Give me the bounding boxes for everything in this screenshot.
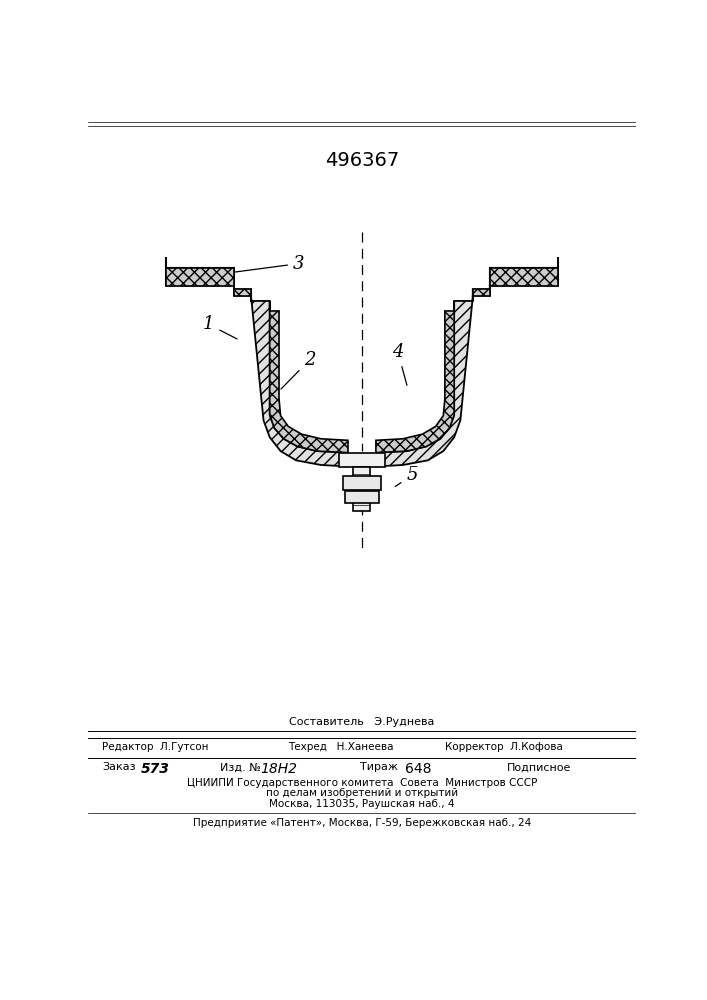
Text: 573: 573 (141, 762, 170, 776)
Polygon shape (345, 491, 379, 503)
Polygon shape (339, 453, 385, 466)
Text: Изд. №: Изд. № (220, 762, 261, 772)
Text: Предприятие «Патент», Москва, Г-59, Бережковская наб., 24: Предприятие «Патент», Москва, Г-59, Бере… (193, 818, 531, 828)
Text: 5: 5 (395, 466, 418, 487)
Polygon shape (270, 301, 348, 453)
Text: 496367: 496367 (325, 151, 399, 170)
Text: Тираж: Тираж (360, 762, 397, 772)
Text: 3: 3 (235, 255, 305, 273)
Text: 18Н2: 18Н2 (260, 762, 298, 776)
Text: по делам изобретений и открытий: по делам изобретений и открытий (266, 788, 458, 798)
Bar (354, 466, 370, 511)
Text: Подписное: Подписное (507, 762, 571, 772)
Text: Заказ: Заказ (103, 762, 136, 772)
Text: Техред   Н.Ханеева: Техред Н.Ханеева (288, 742, 394, 752)
Text: 2: 2 (281, 351, 315, 389)
Polygon shape (166, 257, 234, 286)
Polygon shape (343, 476, 381, 490)
Polygon shape (234, 286, 251, 296)
Text: 648: 648 (404, 762, 431, 776)
Polygon shape (376, 257, 558, 466)
Polygon shape (376, 301, 454, 453)
Text: ЦНИИПИ Государственного комитета  Совета  Министров СССР: ЦНИИПИ Государственного комитета Совета … (187, 778, 537, 788)
Text: Корректор  Л.Кофова: Корректор Л.Кофова (445, 742, 563, 752)
Polygon shape (490, 257, 558, 286)
Text: 1: 1 (203, 315, 237, 339)
Text: Редактор  Л.Гутсон: Редактор Л.Гутсон (103, 742, 209, 752)
Text: Составитель   Э.Руднева: Составитель Э.Руднева (289, 717, 435, 727)
Polygon shape (166, 257, 348, 466)
Text: Москва, 113035, Раушская наб., 4: Москва, 113035, Раушская наб., 4 (269, 799, 455, 809)
Text: 4: 4 (392, 343, 407, 385)
Polygon shape (473, 286, 490, 296)
